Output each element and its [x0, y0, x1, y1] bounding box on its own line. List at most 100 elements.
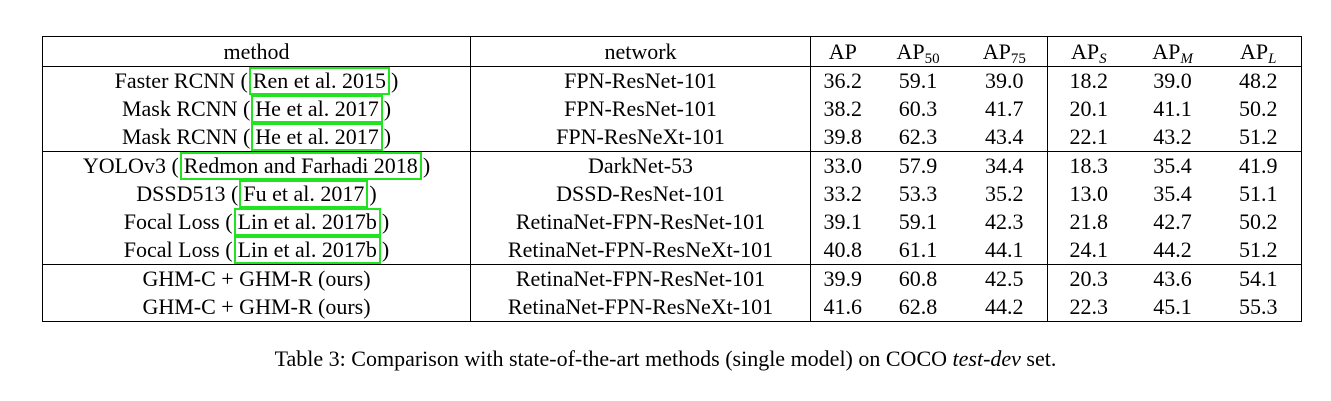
- network-cell: RetinaNet-FPN-ResNeXt-101: [470, 293, 811, 322]
- citation-link[interactable]: Ren et al. 2015: [248, 67, 391, 95]
- caption-prefix: Table 3: Comparison with state-of-the-ar…: [274, 346, 953, 371]
- apm-cell: 39.0: [1153, 68, 1192, 93]
- method-close-paren: ): [391, 68, 399, 93]
- ap50-cell: 62.8: [898, 294, 938, 319]
- citation-link[interactable]: He et al. 2017: [251, 95, 383, 123]
- table-row: GHM-C + GHM-R (ours) RetinaNet-FPN-ResNeX…: [42, 293, 1302, 322]
- ap-cell: 39.9: [810, 264, 875, 293]
- aps-cell: 22.1: [1069, 124, 1109, 149]
- network-cell: RetinaNet-FPN-ResNet-101: [470, 208, 811, 236]
- method-cell: Focal Loss (Lin et al. 2017b): [42, 236, 471, 265]
- apm-cell: 43.2: [1153, 124, 1192, 149]
- method-close-paren: ): [369, 181, 377, 206]
- method-name: GHM-C + GHM-R (ours): [142, 294, 371, 319]
- citation-link[interactable]: Redmon and Farhadi 2018: [179, 152, 422, 180]
- aps-cell: 22.3: [1069, 294, 1109, 319]
- method-name: Mask RCNN (: [121, 96, 251, 121]
- ap75-cell: 34.4: [961, 151, 1048, 180]
- method-close-paren: ): [381, 209, 390, 234]
- results-table: method network AP AP50 AP75 APS APM APL …: [42, 36, 1302, 322]
- apl-cell: 48.2: [1239, 68, 1278, 93]
- header-network: network: [470, 36, 811, 67]
- ap50-cell: 59.1: [898, 68, 938, 93]
- table-header-row: method network AP AP50 AP75 APS APM APL: [42, 36, 1302, 67]
- network-cell: FPN-ResNet-101: [470, 66, 811, 95]
- citation-link[interactable]: Lin et al. 2017b: [233, 208, 381, 236]
- aps-cell: 13.0: [1069, 181, 1109, 206]
- apm-cell: 44.2: [1153, 237, 1192, 262]
- header-apl: APL: [1215, 36, 1302, 67]
- citation-link[interactable]: Lin et al. 2017b: [233, 236, 381, 264]
- table-row: YOLOv3 (Redmon and Farhadi 2018) DarkNet-…: [42, 151, 1302, 180]
- ap-cell: 40.8: [823, 237, 863, 262]
- method-cell: GHM-C + GHM-R (ours): [42, 264, 471, 293]
- network-cell: RetinaNet-FPN-ResNeXt-101: [470, 236, 811, 265]
- aps-cell: 21.8: [1069, 209, 1109, 234]
- caption-italic: test-dev: [952, 346, 1021, 371]
- table-row: Faster RCNN (Ren et al. 2015) FPN-ResNet-…: [42, 66, 1302, 95]
- method-name: GHM-C + GHM-R (ours): [142, 266, 371, 291]
- table-row: GHM-C + GHM-R (ours) RetinaNet-FPN-ResNet…: [42, 264, 1302, 293]
- method-cell: Faster RCNN (Ren et al. 2015): [42, 66, 471, 95]
- apl-cell: 51.2: [1239, 237, 1278, 262]
- apm-cell: 35.4: [1153, 181, 1192, 206]
- ap-cell: 39.1: [823, 209, 863, 234]
- method-name: Focal Loss (: [123, 237, 233, 262]
- apl-cell: 50.2: [1239, 96, 1278, 121]
- method-close-paren: ): [383, 96, 392, 121]
- aps-cell: 20.1: [1069, 96, 1109, 121]
- header-method: method: [42, 36, 471, 67]
- ap-cell: 39.8: [823, 124, 863, 149]
- method-name: Focal Loss (: [123, 209, 233, 234]
- method-name: Faster RCNN (: [114, 68, 248, 93]
- ap75-cell: 44.1: [961, 236, 1048, 265]
- method-cell: Focal Loss (Lin et al. 2017b): [42, 208, 471, 236]
- apm-cell: 42.7: [1153, 209, 1192, 234]
- aps-cell: 20.3: [1047, 264, 1130, 293]
- method-close-paren: ): [381, 237, 390, 262]
- ap75-cell: 43.4: [961, 123, 1048, 152]
- header-ap: AP: [810, 36, 875, 67]
- aps-cell: 18.3: [1047, 151, 1130, 180]
- apm-cell: 43.6: [1129, 264, 1216, 293]
- ap50-cell: 60.3: [898, 96, 938, 121]
- network-cell: FPN-ResNeXt-101: [470, 123, 811, 152]
- table-row: Mask RCNN (He et al. 2017) FPN-ResNeXt-10…: [42, 123, 1302, 152]
- citation-link[interactable]: Fu et al. 2017: [239, 180, 369, 208]
- ap-cell: 33.0: [810, 151, 875, 180]
- caption-suffix: set.: [1020, 346, 1057, 371]
- ap50-cell: 60.8: [874, 264, 962, 293]
- table-row: Mask RCNN (He et al. 2017) FPN-ResNet-101…: [42, 95, 1302, 123]
- apm-cell: 45.1: [1153, 294, 1192, 319]
- ap-cell: 36.2: [823, 68, 863, 93]
- ap50-cell: 59.1: [898, 209, 938, 234]
- ap-cell: 41.6: [823, 294, 863, 319]
- ap50-cell: 62.3: [898, 124, 938, 149]
- ap75-cell: 42.5: [961, 264, 1048, 293]
- apm-cell: 35.4: [1129, 151, 1216, 180]
- ap50-cell: 53.3: [898, 181, 938, 206]
- table-caption: Table 3: Comparison with state-of-the-ar…: [0, 346, 1331, 372]
- citation-link[interactable]: He et al. 2017: [251, 123, 383, 151]
- ap50-cell: 57.9: [874, 151, 962, 180]
- method-cell: GHM-C + GHM-R (ours): [42, 293, 471, 322]
- header-ap75: AP75: [961, 36, 1048, 67]
- method-cell: Mask RCNN (He et al. 2017): [42, 123, 471, 152]
- apl-cell: 51.1: [1239, 181, 1278, 206]
- apl-cell: 50.2: [1239, 209, 1278, 234]
- network-cell: RetinaNet-FPN-ResNet-101: [470, 264, 811, 293]
- aps-cell: 24.1: [1069, 237, 1109, 262]
- ap75-cell: 44.2: [961, 293, 1048, 322]
- method-name: Mask RCNN (: [121, 124, 251, 149]
- ap-cell: 38.2: [823, 96, 863, 121]
- ap75-cell: 39.0: [961, 66, 1048, 95]
- method-name: YOLOv3 (: [82, 153, 179, 178]
- ap75-cell: 35.2: [961, 180, 1048, 208]
- method-cell: DSSD513 (Fu et al. 2017): [42, 180, 471, 208]
- method-close-paren: ): [383, 124, 392, 149]
- apm-cell: 41.1: [1153, 96, 1192, 121]
- ap75-cell: 41.7: [961, 95, 1048, 123]
- apl-cell: 54.1: [1215, 264, 1302, 293]
- ap50-cell: 61.1: [898, 237, 938, 262]
- aps-cell: 18.2: [1069, 68, 1109, 93]
